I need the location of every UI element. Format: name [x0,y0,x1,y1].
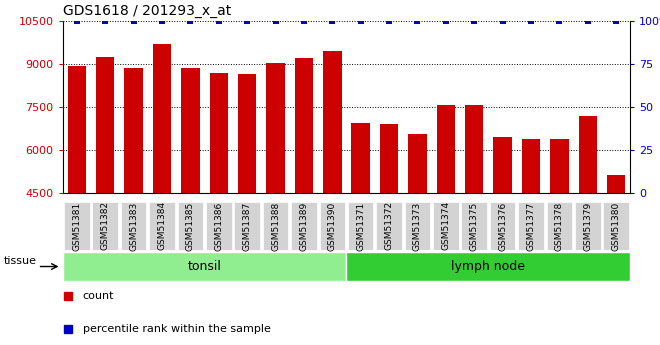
Text: GSM51377: GSM51377 [527,201,535,250]
Text: GSM51375: GSM51375 [470,201,478,250]
Bar [465,105,483,323]
Text: GSM51390: GSM51390 [328,201,337,250]
Bar [494,137,512,323]
Text: lymph node: lymph node [451,260,525,273]
Bar [575,202,601,250]
Text: GSM51383: GSM51383 [129,201,138,250]
Text: GSM51371: GSM51371 [356,201,365,250]
Bar [550,139,568,323]
Text: GSM51372: GSM51372 [385,201,393,250]
Bar [182,68,199,323]
Bar [295,58,313,323]
Text: GSM51378: GSM51378 [555,201,564,250]
Text: GSM51389: GSM51389 [300,201,308,250]
Bar [522,139,540,323]
Bar [63,252,346,281]
Text: GSM51380: GSM51380 [612,201,620,250]
Bar [96,57,114,323]
Bar [437,105,455,323]
Bar [380,124,398,323]
Bar [490,202,515,250]
Text: percentile rank within the sample: percentile rank within the sample [82,325,271,334]
Bar [153,44,171,323]
Bar [405,202,430,250]
Text: GSM51376: GSM51376 [498,201,507,250]
Bar [92,202,118,250]
Text: GSM51388: GSM51388 [271,201,280,250]
Bar [518,202,544,250]
Text: GSM51384: GSM51384 [158,201,166,250]
Bar [291,202,317,250]
Bar [323,51,341,323]
Text: GSM51373: GSM51373 [413,201,422,250]
Text: tissue: tissue [3,256,36,266]
Bar [433,202,459,250]
Bar [178,202,203,250]
Text: GSM51381: GSM51381 [73,201,81,250]
Bar [125,68,143,323]
Text: tonsil: tonsil [187,260,222,273]
Text: GSM51386: GSM51386 [214,201,223,250]
Bar [267,63,284,323]
Text: GSM51374: GSM51374 [442,201,450,250]
Bar [348,202,374,250]
Bar [607,175,625,323]
Bar [238,75,256,323]
Bar [352,123,370,323]
Bar [346,252,630,281]
Text: GSM51385: GSM51385 [186,201,195,250]
Bar [376,202,402,250]
Bar [319,202,345,250]
Text: GSM51387: GSM51387 [243,201,251,250]
Bar [579,116,597,323]
Bar [461,202,487,250]
Text: GSM51379: GSM51379 [583,201,592,250]
Bar [68,66,86,323]
Bar [121,202,147,250]
Bar [234,202,260,250]
Bar [206,202,232,250]
Bar [546,202,572,250]
Bar [263,202,288,250]
Bar [409,134,426,323]
Bar [64,202,90,250]
Text: GSM51382: GSM51382 [101,201,110,250]
Text: count: count [82,291,114,301]
Bar [210,73,228,323]
Text: GDS1618 / 201293_x_at: GDS1618 / 201293_x_at [63,4,231,18]
Bar [149,202,175,250]
Bar [603,202,629,250]
